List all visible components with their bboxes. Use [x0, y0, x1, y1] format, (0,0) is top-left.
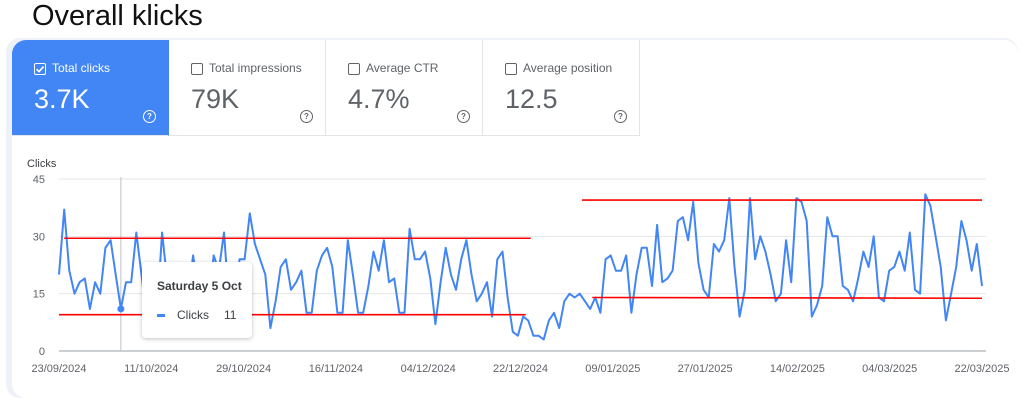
metric-value: 4.7%	[348, 84, 410, 114]
tooltip-series-swatch	[157, 314, 165, 317]
metric-value: 79K	[191, 84, 240, 114]
metric-label: Average position	[523, 61, 613, 75]
help-icon[interactable]: ?	[300, 110, 313, 123]
metric-tile-total-impressions[interactable]: Total impressions 79K ?	[169, 40, 326, 136]
x-tick-label: 29/10/2024	[216, 363, 271, 375]
x-tick-label: 22/03/2025	[954, 363, 1009, 375]
x-tick-label: 09/01/2025	[585, 363, 640, 375]
metric-value: 12.5	[505, 84, 558, 114]
metric-label: Average CTR	[366, 61, 439, 75]
metric-label: Total impressions	[209, 61, 302, 75]
help-icon[interactable]: ?	[143, 110, 156, 123]
metric-tile-total-clicks[interactable]: Total clicks 3.7K ?	[12, 40, 169, 136]
y-tick-label: 45	[33, 174, 45, 186]
y-tick-label: 15	[33, 289, 45, 301]
page-title: Overall klicks	[32, 0, 203, 32]
metric-tile-average-ctr[interactable]: Average CTR 4.7% ?	[326, 40, 483, 136]
tooltip-value: 11	[224, 308, 237, 322]
tooltip-series-label: Clicks	[177, 308, 209, 322]
help-icon[interactable]: ?	[614, 110, 627, 123]
y-axis-label: Clicks	[27, 158, 57, 170]
x-tick-label: 04/03/2025	[862, 363, 917, 375]
metric-label: Total clicks	[52, 61, 111, 75]
help-icon[interactable]: ?	[457, 110, 470, 123]
metric-value: 3.7K	[34, 84, 90, 114]
y-tick-label: 0	[39, 346, 45, 358]
performance-card: Total clicks 3.7K ? Total impressions 79…	[12, 40, 1018, 398]
red-reference-line	[592, 296, 983, 300]
x-tick-label: 04/12/2024	[401, 363, 456, 375]
checkbox-icon[interactable]	[505, 63, 517, 75]
x-tick-label: 23/09/2024	[31, 363, 86, 375]
x-tick-label: 16/11/2024	[309, 363, 363, 375]
x-tick-label: 27/01/2025	[678, 363, 733, 375]
checkbox-icon[interactable]	[348, 63, 360, 75]
x-tick-label: 14/02/2025	[770, 363, 825, 375]
metric-tiles: Total clicks 3.7K ? Total impressions 79…	[12, 40, 640, 136]
tooltip-date: Saturday 5 Oct	[157, 279, 242, 293]
chart-tooltip: Saturday 5 Oct Clicks 11	[142, 262, 252, 338]
x-tick-label: 22/12/2024	[493, 363, 548, 375]
x-tick-label: 11/10/2024	[124, 363, 178, 375]
checkbox-icon[interactable]	[34, 63, 46, 75]
metric-tile-average-position[interactable]: Average position 12.5 ?	[483, 40, 640, 136]
checkbox-icon[interactable]	[191, 63, 203, 75]
clicks-line-chart[interactable]: Clicks 0 15 30 45 23/09/2024 11/10/2024 29/10/2…	[12, 40, 1018, 398]
y-tick-label: 30	[33, 231, 45, 243]
hover-data-point	[117, 305, 125, 313]
